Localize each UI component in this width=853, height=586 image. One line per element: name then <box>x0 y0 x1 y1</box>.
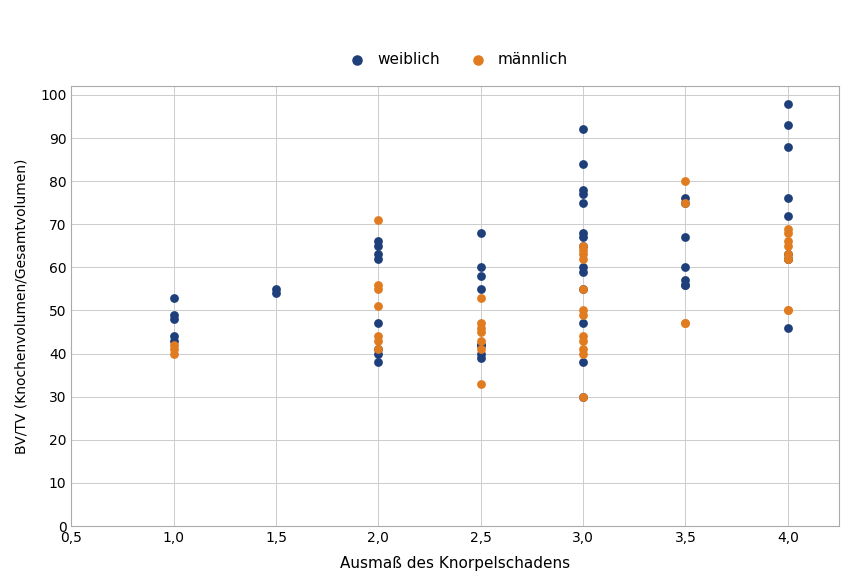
weiblich <box>473 340 487 350</box>
männlich <box>473 328 487 337</box>
weiblich <box>780 99 794 108</box>
männlich <box>780 241 794 250</box>
männlich <box>780 306 794 315</box>
weiblich <box>576 159 589 169</box>
männlich <box>780 254 794 264</box>
weiblich <box>269 288 282 298</box>
männlich <box>473 345 487 354</box>
weiblich <box>166 336 180 345</box>
weiblich <box>269 284 282 294</box>
weiblich <box>780 142 794 151</box>
weiblich <box>576 198 589 207</box>
männlich <box>371 280 385 289</box>
X-axis label: Ausmaß des Knorpelschadens: Ausmaß des Knorpelschadens <box>339 556 570 571</box>
weiblich <box>576 241 589 250</box>
weiblich <box>473 284 487 294</box>
männlich <box>576 284 589 294</box>
männlich <box>166 345 180 354</box>
weiblich <box>371 349 385 358</box>
männlich <box>473 319 487 328</box>
weiblich <box>780 211 794 220</box>
weiblich <box>678 263 692 272</box>
weiblich <box>371 345 385 354</box>
männlich <box>780 250 794 259</box>
weiblich <box>678 280 692 289</box>
männlich <box>166 349 180 358</box>
weiblich <box>473 271 487 281</box>
weiblich <box>576 185 589 195</box>
weiblich <box>576 357 589 367</box>
männlich <box>166 340 180 350</box>
männlich <box>576 250 589 259</box>
männlich <box>371 345 385 354</box>
weiblich <box>780 194 794 203</box>
männlich <box>780 237 794 246</box>
männlich <box>576 246 589 255</box>
männlich <box>678 176 692 186</box>
männlich <box>576 392 589 401</box>
männlich <box>473 293 487 302</box>
männlich <box>780 254 794 264</box>
weiblich <box>780 254 794 264</box>
männlich <box>780 224 794 233</box>
männlich <box>780 228 794 237</box>
weiblich <box>576 263 589 272</box>
männlich <box>576 349 589 358</box>
männlich <box>576 310 589 319</box>
männlich <box>780 306 794 315</box>
weiblich <box>371 319 385 328</box>
männlich <box>371 301 385 311</box>
weiblich <box>678 233 692 242</box>
männlich <box>576 241 589 250</box>
weiblich <box>166 310 180 319</box>
weiblich <box>371 254 385 264</box>
männlich <box>678 319 692 328</box>
weiblich <box>371 357 385 367</box>
weiblich <box>576 189 589 199</box>
weiblich <box>166 332 180 341</box>
weiblich <box>166 293 180 302</box>
weiblich <box>473 263 487 272</box>
männlich <box>371 284 385 294</box>
männlich <box>473 323 487 332</box>
weiblich <box>371 250 385 259</box>
weiblich <box>780 323 794 332</box>
männlich <box>371 332 385 341</box>
weiblich <box>473 349 487 358</box>
männlich <box>576 306 589 315</box>
weiblich <box>678 280 692 289</box>
männlich <box>473 336 487 345</box>
weiblich <box>473 340 487 350</box>
weiblich <box>780 120 794 130</box>
weiblich <box>678 198 692 207</box>
männlich <box>473 379 487 389</box>
männlich <box>678 319 692 328</box>
weiblich <box>166 315 180 324</box>
männlich <box>371 215 385 224</box>
weiblich <box>576 233 589 242</box>
weiblich <box>576 319 589 328</box>
weiblich <box>576 392 589 401</box>
weiblich <box>371 237 385 246</box>
männlich <box>678 198 692 207</box>
weiblich <box>780 254 794 264</box>
weiblich <box>473 353 487 363</box>
weiblich <box>576 284 589 294</box>
weiblich <box>678 194 692 203</box>
männlich <box>371 336 385 345</box>
weiblich <box>473 228 487 237</box>
weiblich <box>780 250 794 259</box>
männlich <box>576 332 589 341</box>
Y-axis label: BV/TV (Knochenvolumen/Gesamtvolumen): BV/TV (Knochenvolumen/Gesamtvolumen) <box>15 158 29 454</box>
männlich <box>576 254 589 264</box>
männlich <box>576 336 589 345</box>
Legend: weiblich, männlich: weiblich, männlich <box>336 46 573 73</box>
weiblich <box>371 241 385 250</box>
weiblich <box>576 228 589 237</box>
weiblich <box>678 275 692 285</box>
weiblich <box>576 125 589 134</box>
männlich <box>576 345 589 354</box>
weiblich <box>576 267 589 277</box>
